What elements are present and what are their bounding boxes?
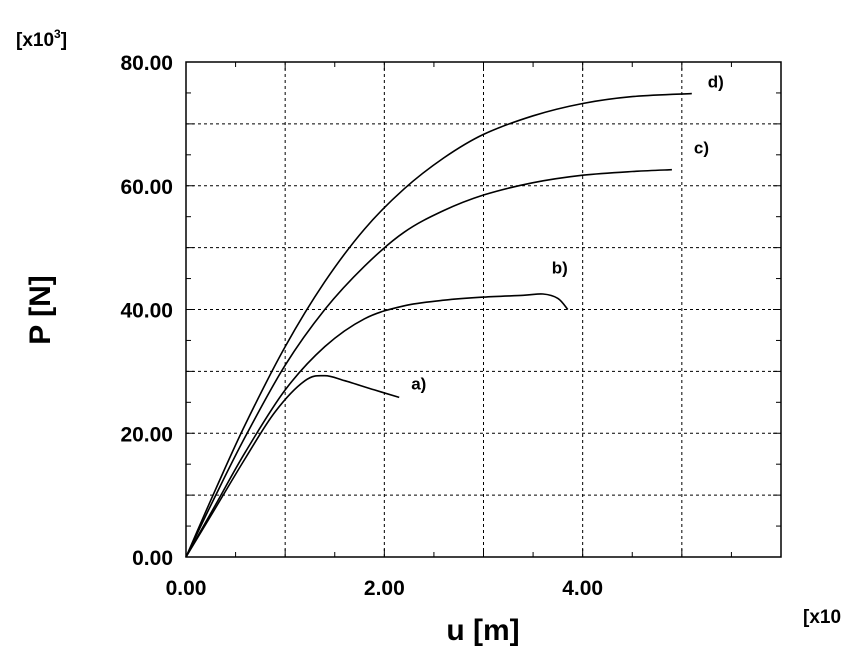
plot-frame: [185, 61, 782, 558]
series-line-b: [185, 293, 569, 558]
series-layer: a) b) c) d): [185, 73, 724, 558]
series-label-b: b): [552, 259, 568, 278]
series-line-c: [185, 168, 672, 558]
x-tick-label: 0.00: [166, 577, 207, 600]
x-tick-label: 4.00: [562, 577, 603, 600]
x-axis-title: u [m]: [446, 614, 519, 647]
y-tick-label: 80.00: [120, 52, 173, 75]
y-tick-label: 40.00: [120, 300, 173, 323]
x-axis-multiplier: [x10: [803, 607, 841, 628]
y-tick-label: 0.00: [132, 547, 173, 570]
y-axis-multiplier: [x103]: [16, 27, 67, 51]
series-line-d: [185, 92, 692, 558]
series-line-a: [185, 374, 400, 558]
y-tick-label: 60.00: [120, 176, 173, 199]
grid: [186, 62, 781, 557]
y-tick-label: 20.00: [120, 423, 173, 446]
series-label-a: a): [411, 374, 426, 393]
series-label-d: d): [708, 73, 724, 92]
tick-labels: 0.00 2.00 4.00 0.00 20.00 40.00 60.00 80.00: [120, 52, 603, 600]
y-axis-title: P [N]: [24, 275, 57, 344]
series-label-c: c): [694, 139, 709, 158]
x-tick-label: 2.00: [364, 577, 405, 600]
